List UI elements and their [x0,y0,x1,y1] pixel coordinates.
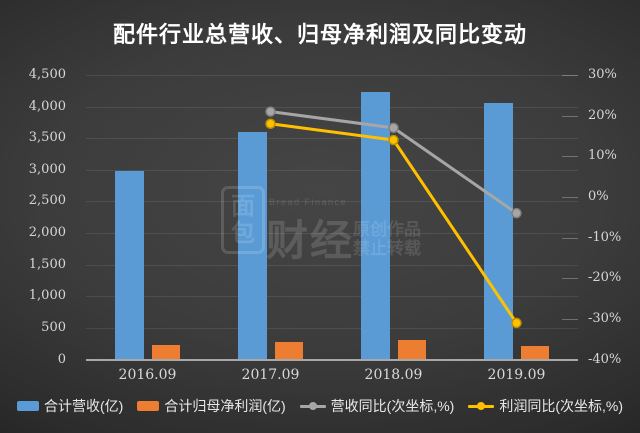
marker-profit-yoy [265,118,276,130]
right-axis-tick-label: 0% [588,188,609,204]
legend-item-revenue-yoy: 营收同比(次坐标,%) [299,396,455,416]
legend-label-revenue: 合计营收(亿) [44,398,124,414]
legend-label-revenue-yoy: 营收同比(次坐标,%) [330,398,455,414]
bar-profit-2016.09 [151,344,180,360]
right-axis-tick [562,75,578,76]
watermark-logo: 面 包 [221,186,265,254]
right-axis-tick [562,278,578,280]
right-axis-tick-label: -20% [588,270,622,286]
revenue-swatch-icon [17,401,39,411]
right-axis-tick [562,156,578,158]
gridline [86,106,578,108]
x-axis-label-2017.09: 2017.09 [241,367,300,383]
chart-title: 配件行业总营收、归母净利润及同比变动 [112,22,527,47]
left-axis-tick-label: 4,000 [28,98,66,114]
gridline [86,296,578,298]
right-axis-tick-label: -30% [588,310,622,326]
gridline [86,264,578,266]
left-axis-tick-label: 500 [41,319,66,335]
profit-swatch-icon [137,401,160,411]
right-axis-tick-label: 10% [588,148,617,164]
legend: 合计营收(亿) 合计归母净利润(亿) 营收同比(次坐标,%) 利润同比(次坐标,… [0,394,640,418]
watermark-notice-line2: 禁止转载 [353,239,421,258]
legend-item-revenue: 合计营收(亿) [17,396,123,416]
right-axis-tick [562,196,578,198]
gridline [86,233,578,235]
marker-revenue-yoy [511,207,522,219]
right-axis-tick [562,115,578,117]
gridline [86,169,578,171]
right-axis-tick [562,237,578,239]
watermark-brand: 财经 [266,217,355,264]
left-axis-tick-label: 0 [57,351,66,367]
left-axis-tick-label: 2,500 [28,193,66,209]
right-axis-tick-label: -10% [588,229,622,245]
marker-revenue-yoy [388,122,399,134]
marker-profit-yoy [511,317,522,329]
left-axis-tick-label: 4,500 [28,67,66,82]
x-axis-label-2018.09: 2018.09 [364,367,423,383]
gridline [86,75,578,76]
x-axis-line [86,358,578,361]
legend-item-profit-yoy: 利润同比(次坐标,%) [468,396,623,416]
left-axis-tick-label: 1,000 [28,288,66,304]
bar-profit-2018.09 [397,339,426,360]
watermark-subtext: Bread Finance [269,197,348,207]
watermark-notice-line1: 原创作品 [353,220,421,239]
left-axis-tick-label: 1,500 [28,256,66,272]
gridline [86,138,578,140]
marker-profit-yoy [388,134,399,146]
bar-revenue-2016.09 [114,171,144,360]
right-axis-tick-label: 20% [588,107,617,123]
legend-label-profit: 合计归母净利润(亿) [164,398,286,414]
left-axis-tick-label: 3,500 [28,130,66,146]
bar-profit-2017.09 [274,342,303,360]
bar-revenue-2017.09 [237,131,267,360]
bar-revenue-2019.09 [483,102,513,360]
left-axis-tick-label: 2,000 [28,225,66,241]
watermark-logo-bottom-char: 包 [231,220,255,247]
left-axis-tick-label: 3,000 [28,161,66,177]
marker-revenue-yoy [265,106,276,117]
watermark-notice: 原创作品 禁止转载 [353,220,421,258]
gridline [86,327,578,329]
right-axis-tick [562,318,578,320]
gridline [86,201,578,203]
x-axis-label-2016.09: 2016.09 [118,367,177,383]
bar-profit-2019.09 [520,345,549,360]
revenue-yoy-line-icon [299,401,326,411]
profit-yoy-line-icon [468,401,495,411]
right-axis-tick-label: -40% [588,351,622,367]
watermark-logo-top-char: 面 [231,193,255,220]
legend-label-profit-yoy: 利润同比(次坐标,%) [499,398,623,414]
right-axis-tick-label: 30% [588,67,617,82]
legend-item-profit: 合计归母净利润(亿) [137,396,286,416]
x-axis-label-2019.09: 2019.09 [487,367,546,383]
